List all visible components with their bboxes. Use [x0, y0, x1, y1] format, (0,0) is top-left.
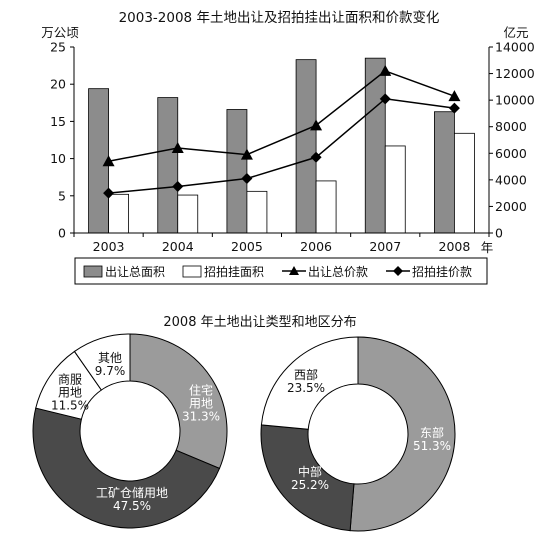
bar-auction-area-2006 [315, 180, 337, 234]
left-ticks-group: 0 5 10 15 20 25 [50, 40, 74, 241]
left-tick-label: 15 [50, 114, 66, 129]
donut-land-type-label-2-name: 用地 [58, 386, 82, 400]
right-axis-unit: 亿元 [503, 25, 528, 40]
point-auction-price-2008 [448, 102, 460, 114]
legend-frame [74, 257, 488, 285]
legend-label-auction-price: 招拍挂价款 [412, 264, 472, 279]
x-tick-label-2008: 2008 [439, 239, 471, 254]
bar-auction-area-2003 [108, 193, 129, 234]
point-auction-price-2003 [103, 187, 115, 199]
legend-label-total-area: 出让总面积 [105, 265, 165, 279]
bar-total-area-2008 [434, 111, 455, 234]
point-total-price-2006 [310, 119, 323, 131]
point-total-price-2004 [171, 141, 184, 153]
left-tick-label: 10 [50, 151, 66, 166]
donut-land-type-label-1-name: 工矿仓储用地 [96, 485, 168, 500]
right-tick-label: 2000 [495, 199, 527, 214]
donut-land-type-label-2-pct: 11.5% [51, 399, 89, 413]
top-chart-title: 2003-2008 年土地出让及招拍挂出让面积和价款变化 [119, 10, 440, 26]
right-tick-label: 8000 [495, 119, 527, 134]
bar-total-area-2004 [157, 97, 179, 234]
donut-land-type-label-3-name: 其他 [98, 351, 122, 365]
right-tick-label: 12000 [495, 66, 535, 81]
bar-auction-area-2005 [246, 190, 268, 234]
donut-region-label-0-name: 东部 [420, 425, 444, 440]
donut-region-label-1-name: 中部 [298, 464, 322, 479]
point-total-price-2008 [448, 90, 461, 102]
left-axis-unit: 万公顷 [41, 25, 79, 40]
point-total-price-2005 [240, 148, 253, 160]
point-auction-price-2006 [310, 151, 322, 163]
donut-region-slice-2 [260, 336, 359, 430]
right-tick-label: 0 [495, 226, 503, 241]
left-tick-label: 20 [50, 77, 66, 92]
x-tick-label-2004: 2004 [162, 239, 194, 254]
donut-region-slice-0 [349, 336, 456, 532]
legend-label-total-price: 出让总价款 [308, 265, 368, 279]
donut-land-type-slice-0 [129, 333, 228, 470]
right-tick-label: 6000 [495, 146, 527, 161]
left-tick-label: 0 [58, 226, 66, 241]
left-tick-label: 25 [50, 40, 66, 55]
line-total-price [108, 70, 455, 162]
right-tick-label: 4000 [495, 172, 527, 187]
legend-marker-total-price [289, 266, 299, 275]
x-tick-label-2007: 2007 [369, 239, 401, 254]
legend-swatch-auction-area [182, 265, 202, 278]
x-axis-unit: 年 [481, 240, 494, 255]
right-tick-label: 14000 [495, 40, 535, 55]
top-lines-group [102, 64, 461, 199]
right-ticks-group: 0 2000 4000 6000 8000 10000 12000 14000 [489, 40, 535, 241]
donut-land-type-label-2-name: 商服 [58, 372, 82, 387]
x-tick-label-2005: 2005 [231, 239, 263, 254]
x-ticks-group: 2003 2004 2005 2006 2007 2008 [73, 233, 490, 254]
line-auction-price [108, 98, 455, 194]
donut-land-type-label-0-name: 住宅 [189, 383, 213, 398]
x-tick-label-2006: 2006 [300, 239, 332, 254]
bar-auction-area-2004 [177, 194, 199, 234]
point-auction-price-2004 [172, 181, 184, 192]
donut-region-label-2-name: 西部 [294, 367, 318, 382]
x-tick-label-2003: 2003 [93, 239, 125, 254]
donut-land-type-label-0-name: 用地 [189, 397, 213, 411]
donut-land-type-label-1-pct: 47.5% [113, 499, 151, 513]
donut-land-type-label-0-pct: 31.3% [182, 410, 220, 424]
bar-auction-area-2008 [454, 132, 475, 234]
point-total-price-2003 [102, 155, 115, 167]
bar-auction-area-2007 [384, 145, 406, 234]
donut-land-type-slice-1 [32, 407, 221, 529]
donut-region-label-0-pct: 51.3% [413, 439, 451, 453]
legend-label-auction-area: 招拍挂面积 [204, 264, 264, 279]
donut-region-label-2-pct: 23.5% [287, 381, 325, 395]
donut-land-type-label-3-pct: 9.7% [95, 364, 126, 378]
bar-total-area-2006 [295, 59, 317, 234]
donut-region-label-1-pct: 25.2% [291, 478, 329, 492]
point-auction-price-2007 [379, 93, 391, 105]
legend: 出让总面积 招拍挂面积 出让总价款 招拍挂价款 [74, 257, 488, 285]
right-tick-label: 10000 [495, 93, 535, 108]
bar-total-area-2005 [226, 109, 248, 234]
top-bars-group [88, 57, 475, 234]
point-auction-price-2005 [241, 173, 253, 185]
donut-land-type-slice-3 [73, 333, 131, 391]
left-tick-label: 5 [58, 188, 66, 203]
bottom-chart-title: 2008 年土地出让类型和地区分布 [163, 315, 356, 330]
legend-swatch-total-area [83, 265, 103, 278]
legend-marker-auction-price [393, 266, 403, 276]
point-total-price-2007 [379, 64, 392, 76]
donut-region-slice-1 [260, 424, 355, 532]
